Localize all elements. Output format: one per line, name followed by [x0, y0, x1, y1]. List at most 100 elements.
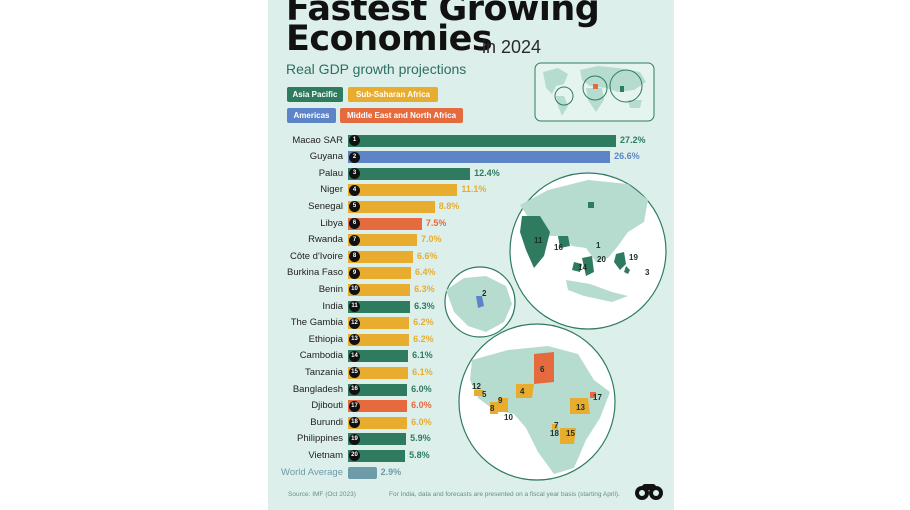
country-label: Burkina Faso [287, 267, 343, 279]
rank-badge: 6 [349, 218, 360, 229]
bar [348, 167, 471, 180]
value-label: 6.3% [414, 300, 435, 311]
asia-map-number-16: 16 [554, 243, 563, 252]
africa-map-number-7: 7 [554, 421, 559, 430]
rank-badge: 17 [349, 400, 360, 412]
bar [348, 433, 407, 446]
title-suffix: in 2024 [482, 37, 542, 57]
country-label: Niger [320, 184, 343, 196]
value-label: 6.0% [411, 383, 432, 394]
value-label: 6.4% [415, 267, 436, 278]
bar [348, 200, 435, 213]
bar [348, 350, 409, 363]
rank-badge: 3 [349, 168, 360, 180]
rank-badge: 4 [349, 184, 360, 196]
value-label: 6.1% [412, 366, 433, 377]
country-label: Djibouti [311, 400, 343, 412]
africa-map-number-13: 13 [576, 403, 585, 412]
country-label: India [322, 300, 343, 312]
bar [348, 333, 410, 346]
country-label: Côte d'Ivoire [289, 250, 343, 262]
africa-map-number-17: 17 [593, 393, 602, 402]
value-label: 6.0% [411, 400, 432, 411]
bar [348, 250, 414, 263]
country-label: Rwanda [308, 234, 343, 246]
bar [348, 184, 458, 197]
value-label: 7.5% [425, 217, 447, 228]
rank-badge: 20 [349, 450, 360, 462]
asia-map-number-11: 11 [534, 236, 543, 245]
africa-map-number-8: 8 [490, 404, 495, 413]
value-label: 27.2% [620, 134, 646, 145]
legend-middle-east-north-africa: Middle East and North Africa [340, 108, 463, 123]
country-label: Macao SAR [292, 134, 343, 146]
source-note: Source: IMF (Oct 2023) [288, 491, 356, 498]
value-label: 11.1% [461, 184, 487, 195]
country-label: Tanzania [304, 366, 343, 378]
binoculars-logo-icon [635, 484, 663, 500]
world-average-bar [348, 466, 377, 479]
rank-badge: 2 [349, 151, 360, 163]
bar [348, 217, 422, 230]
africa-map-number-6: 6 [540, 365, 545, 374]
bar [348, 234, 417, 247]
bar [348, 317, 410, 330]
country-label: Libya [320, 217, 343, 229]
rank-badge: 7 [349, 234, 360, 246]
rank-badge: 16 [349, 384, 360, 395]
value-label: 6.2% [413, 317, 434, 328]
rank-badge: 9 [349, 267, 360, 279]
americas-map: 2 [444, 266, 516, 338]
world-average-label: World Average [281, 466, 343, 478]
legend-sub-saharan-africa: Sub-Saharan Africa [348, 87, 438, 102]
rank-badge: 10 [349, 284, 360, 296]
africa-map-number-12: 12 [472, 382, 481, 391]
value-label: 6.3% [414, 283, 435, 294]
maps-layer: 11 16 1 20 14 19 3 2 6 [444, 62, 667, 481]
value-label: 5.8% [409, 449, 430, 460]
africa-map-number-9: 9 [498, 396, 503, 405]
asia-map-number-1: 1 [596, 241, 601, 250]
asia-map-number-3: 3 [645, 268, 650, 277]
rank-badge: 11 [349, 301, 360, 312]
asia-map-number-14: 14 [578, 263, 587, 272]
bar [348, 151, 611, 164]
bar [348, 267, 412, 280]
rank-badge: 14 [349, 350, 360, 362]
bar [348, 283, 411, 296]
bar [348, 134, 616, 147]
subtitle: Real GDP growth projections [286, 61, 467, 77]
rank-badge: 12 [349, 317, 360, 329]
country-label: Philippines [297, 433, 343, 445]
bar [348, 383, 408, 396]
world-map-icon [534, 62, 655, 122]
value-label: 6.6% [417, 250, 438, 261]
rank-badge: 8 [349, 251, 360, 263]
rank-badge: 5 [349, 201, 360, 213]
country-label: Guyana [309, 151, 343, 163]
value-label: 12.4% [474, 167, 500, 178]
value-label: 6.1% [412, 350, 433, 361]
country-label: Benin [318, 283, 343, 295]
rank-badge: 18 [349, 417, 360, 429]
country-label: Bangladesh [292, 383, 343, 395]
africa-map-number-5: 5 [482, 390, 487, 399]
africa-map-number-4: 4 [520, 387, 525, 396]
asia-map-number-19: 19 [629, 253, 638, 262]
bar [348, 449, 406, 462]
value-label: 26.6% [614, 151, 640, 162]
asia-pacific-map: 11 16 1 20 14 19 3 [509, 172, 667, 330]
country-label: Senegal [308, 200, 343, 212]
value-label: 5.9% [410, 433, 431, 444]
rank-badge: 13 [349, 334, 360, 346]
africa-map: 6 12 5 4 9 8 10 17 13 7 18 15 [458, 323, 616, 481]
africa-map-number-15: 15 [566, 429, 575, 438]
americas-map-number-2: 2 [482, 289, 487, 298]
title-line-1: Fastest Growing [286, 0, 600, 29]
infographic-poster: Fastest Growing Economies in 2024 Real G… [268, 0, 674, 510]
title-line-2: Economies [286, 19, 493, 59]
world-average-value: 2.9% [380, 466, 402, 477]
india-footnote: For India, data and forecasts are presen… [389, 491, 620, 498]
bar [348, 400, 408, 413]
africa-map-number-18: 18 [550, 429, 559, 438]
